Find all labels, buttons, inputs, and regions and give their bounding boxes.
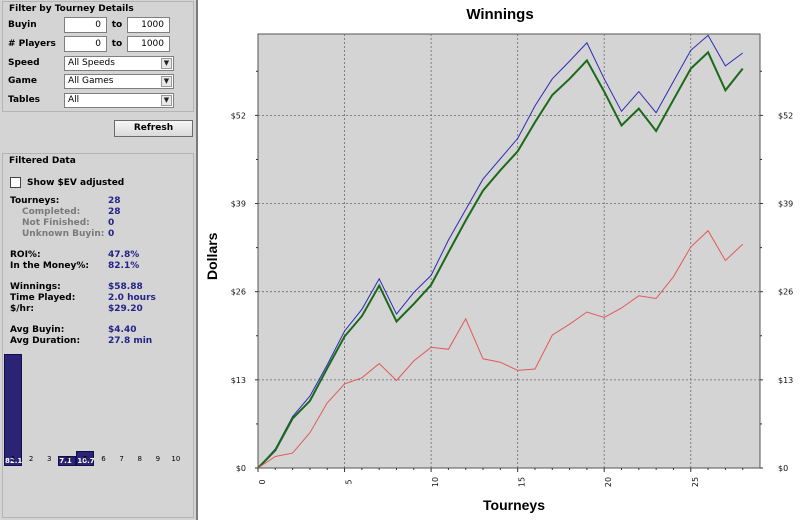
histogram-bar-label: 7.1: [59, 457, 72, 465]
series-line: [257, 34, 743, 469]
game-select-value: All Games: [68, 75, 114, 86]
y-tick-label-right: $39: [778, 200, 793, 209]
x-tick-label: 20: [604, 477, 613, 487]
speed-select[interactable]: All Speeds ▼: [64, 55, 174, 71]
series-line: [257, 50, 744, 469]
histogram-bar-label: 82.1: [5, 457, 23, 465]
histogram-x-tick: 10: [171, 455, 181, 463]
x-tick-label: 10: [431, 477, 440, 487]
players-to-label: to: [111, 39, 123, 49]
chevron-down-icon[interactable]: ▼: [161, 94, 172, 106]
buyin-to-label: to: [111, 20, 123, 30]
stat-label: Not Finished:: [22, 218, 90, 228]
buyin-max-input[interactable]: 1000: [127, 17, 170, 33]
buyin-min-input[interactable]: 0: [64, 17, 107, 33]
stat-value: $4.40: [108, 325, 137, 335]
players-max-input[interactable]: 1000: [127, 36, 170, 52]
x-axis-label: Tourneys: [483, 497, 545, 513]
tables-select-value: All: [68, 94, 80, 105]
stat-value: 47.8%: [108, 250, 140, 260]
players-row: # Players 0 to 1000: [8, 36, 170, 52]
stat-label: In the Money%:: [10, 261, 89, 271]
tables-select[interactable]: All ▼: [64, 92, 174, 108]
x-tick-label: 25: [691, 477, 700, 487]
speed-label: Speed: [8, 58, 40, 68]
ev-adjusted-checkbox[interactable]: [10, 177, 21, 188]
histogram-x-tick: 6: [101, 455, 106, 463]
stat-value: 82.1%: [108, 261, 140, 271]
y-tick-label: $13: [231, 376, 246, 385]
refresh-button[interactable]: Refresh: [114, 120, 193, 137]
stat-label: Time Played:: [10, 293, 76, 303]
series-line: [257, 229, 744, 469]
histogram-x-tick: 7: [119, 455, 124, 463]
filter-group: Filter by Tourney Details: [2, 1, 194, 112]
chart-title: Winnings: [466, 6, 534, 23]
histogram-x-tick: 4: [65, 455, 70, 463]
stat-label: ROI%:: [10, 250, 41, 260]
stat-value: 27.8 min: [108, 336, 153, 346]
stat-value: $58.88: [108, 282, 143, 292]
histogram-bar: [58, 456, 77, 466]
tables-label: Tables: [8, 95, 41, 105]
stat-value: 28: [108, 196, 121, 206]
y-tick-label: $26: [231, 288, 246, 297]
speed-select-value: All Speeds: [68, 57, 115, 68]
game-select[interactable]: All Games ▼: [64, 73, 174, 89]
chevron-down-icon[interactable]: ▼: [161, 57, 172, 69]
filter-group-title: Filter by Tourney Details: [9, 4, 134, 14]
histogram-x-tick: 9: [155, 455, 161, 463]
stat-label: $/hr:: [10, 304, 34, 314]
histogram-bar: [4, 354, 22, 466]
players-label: # Players: [8, 39, 56, 49]
game-label: Game: [8, 76, 37, 86]
tables-row: Tables All ▼: [8, 92, 174, 108]
stat-value: 2.0 hours: [108, 293, 156, 303]
histogram-x-tick: 8: [137, 455, 142, 463]
histogram-x-tick: 2: [28, 455, 34, 463]
stat-value: 0: [108, 218, 115, 228]
stat-label: Avg Duration:: [10, 336, 81, 346]
players-min-input[interactable]: 0: [64, 36, 107, 52]
histogram-bar-label: 10.7: [77, 457, 95, 465]
speed-row: Speed All Speeds ▼: [8, 55, 174, 71]
y-tick-label: $52: [231, 111, 246, 120]
x-tick-label: 0: [258, 479, 267, 484]
stat-label: Winnings:: [10, 282, 61, 292]
stat-label: Completed:: [22, 207, 81, 217]
y-tick-label: $0: [236, 464, 246, 473]
filter-panel: Filter by Tourney Details Buyin 0 to 100…: [0, 0, 198, 520]
y-tick-label-right: $0: [778, 464, 788, 473]
finish-position-histogram: 82.1 7.1 10.7: [4, 350, 194, 466]
chart-plot: $0 $0 $13 $13 $26 $26 $39 $39 $52 $52 0 5 10 15 20 25: [231, 33, 793, 487]
y-tick-label-right: $52: [778, 111, 793, 120]
stat-label: Unknown Buyin:: [22, 229, 105, 239]
y-tick-label-right: $13: [778, 376, 793, 385]
chevron-down-icon[interactable]: ▼: [161, 75, 172, 87]
ev-adjusted-label: Show $EV adjusted: [27, 177, 125, 188]
stat-value: $29.20: [108, 304, 143, 314]
stat-label: Avg Buyin:: [10, 325, 65, 335]
buyin-row: Buyin 0 to 1000: [8, 17, 170, 33]
filtered-data-title: Filtered Data: [9, 156, 76, 166]
y-tick-label: $39: [231, 200, 246, 209]
y-tick-label-right: $26: [778, 288, 793, 297]
stat-value: 28: [108, 207, 121, 217]
stat-value: 0: [108, 229, 115, 239]
buyin-label: Buyin: [8, 20, 37, 30]
x-tick-label: 5: [345, 479, 354, 484]
histogram-x-tick: 1: [10, 455, 16, 463]
histogram-x-tick: 5: [83, 455, 88, 463]
ev-adjusted-row[interactable]: Show $EV adjusted: [10, 177, 124, 188]
filtered-data-group: Filtered Data: [2, 153, 194, 518]
plot-area: [257, 33, 761, 469]
histogram-x-tick: 3: [46, 455, 52, 463]
winnings-chart: Winnings Dollars Tourneys $0 $0 $13 $13 $26 $…: [200, 0, 800, 520]
histogram-bar: [76, 451, 95, 466]
x-tick-label: 15: [518, 477, 527, 487]
stat-label: Tourneys:: [10, 196, 60, 206]
game-row: Game All Games ▼: [8, 73, 174, 89]
